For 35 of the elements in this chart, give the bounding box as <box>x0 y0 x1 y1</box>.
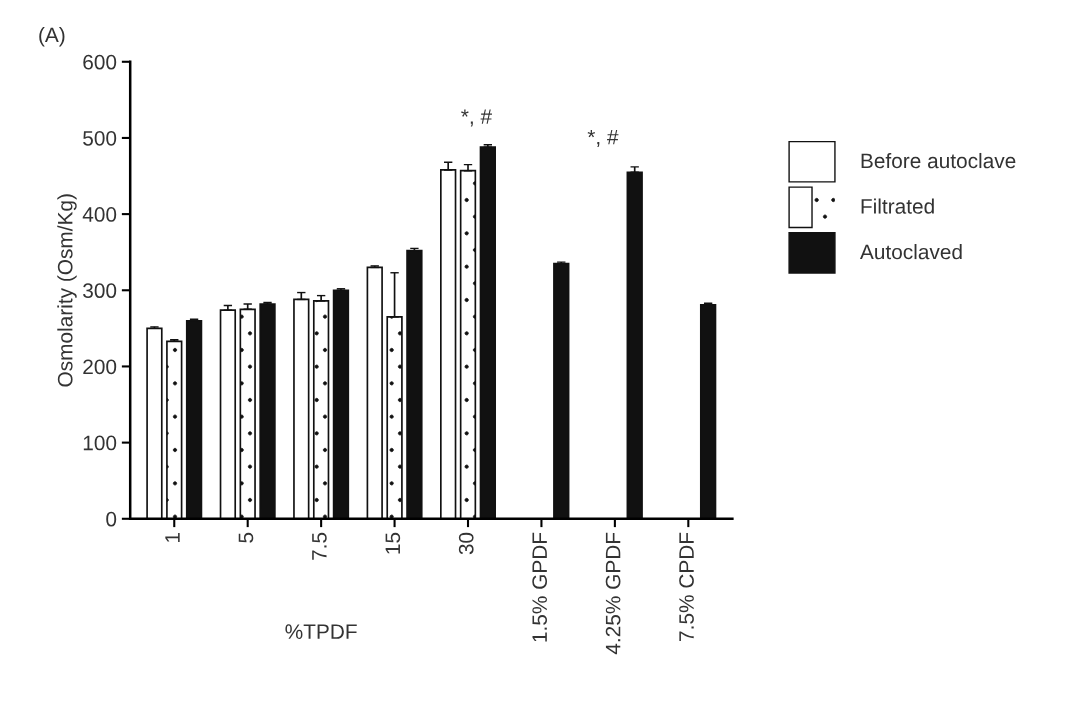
y-tick-label: 200 <box>83 359 117 375</box>
y-tick-label: 100 <box>83 435 117 451</box>
bar <box>259 303 276 519</box>
text: (A) <box>39 27 65 47</box>
x-tick-label: 7.5% CPDF <box>679 532 694 641</box>
bar <box>366 266 383 519</box>
bar <box>146 327 163 519</box>
y-tick-label: 0 <box>106 511 117 527</box>
annotation: *, # <box>461 109 492 127</box>
y-axis-title: Osmolarity (Osm/Kg) <box>57 194 77 387</box>
x-tick-label: 1 <box>165 532 180 542</box>
legend-label: Before autoclave <box>861 152 1016 169</box>
y-tick-label: 400 <box>82 207 117 222</box>
x-tick-label: 7.5 <box>312 532 327 560</box>
bar <box>439 169 457 519</box>
legend-label: Filtrated <box>861 198 934 214</box>
y-tick-label: 600 <box>83 54 117 70</box>
x-tick-label: 5 <box>238 532 254 543</box>
bar <box>219 309 237 519</box>
bar <box>406 249 423 519</box>
y-tick-label: 500 <box>83 130 117 146</box>
x-tick-label: 30 <box>458 532 474 555</box>
x-tick-label: 1.5% GPDF <box>532 532 548 642</box>
annotation: *, # <box>587 129 619 147</box>
x-tick-label: 15 <box>385 532 401 554</box>
bar <box>699 303 717 519</box>
y-tick-label: 300 <box>83 283 117 299</box>
bar <box>332 289 350 519</box>
x-tick-label: 4.25% GPDF <box>605 532 621 655</box>
text: %TPDF <box>285 624 357 639</box>
bar <box>185 319 203 519</box>
bar <box>626 171 643 519</box>
bar <box>479 146 497 519</box>
legend-label: Autoclaved <box>859 244 962 260</box>
bar <box>553 262 570 519</box>
